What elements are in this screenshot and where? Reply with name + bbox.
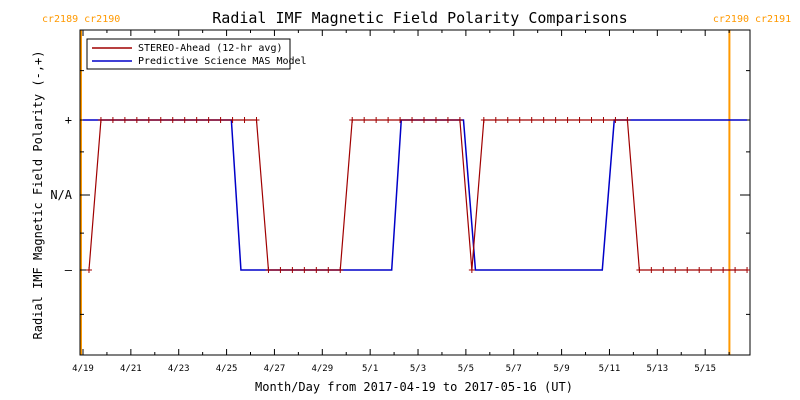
series-stereo-point xyxy=(660,267,667,273)
series-stereo-point xyxy=(373,117,380,123)
series-stereo-point xyxy=(181,117,188,123)
series-stereo-point xyxy=(732,267,739,273)
x-tick-label: 5/9 xyxy=(553,364,569,374)
x-tick-label: 5/5 xyxy=(458,364,474,374)
series-stereo-point xyxy=(85,267,92,273)
legend-label-stereo: STEREO-Ahead (12-hr avg) xyxy=(138,43,283,54)
series-stereo-point xyxy=(492,117,499,123)
x-tick-label: 4/21 xyxy=(120,364,142,374)
series-stereo-point xyxy=(253,117,260,123)
series-stereo-point xyxy=(229,117,236,123)
x-tick-label: 5/1 xyxy=(362,364,378,374)
x-axis-label: Month/Day from 2017-04-19 to 2017-05-16 … xyxy=(255,380,573,394)
series-stereo-point xyxy=(636,267,643,273)
x-axis-ticks: 4/19 4/21 4/23 4/25 4/27 4/29 5/1 5/3 5/5 5/7 5/9 5… xyxy=(72,30,730,374)
series-stereo-point xyxy=(325,267,332,273)
series-stereo-point xyxy=(468,267,475,273)
series-stereo-point xyxy=(265,267,272,273)
series-model xyxy=(83,119,748,271)
series-stereo-point xyxy=(217,117,224,123)
series-stereo-point xyxy=(421,117,428,123)
series-stereo-point xyxy=(289,267,296,273)
carrington-marker-right: cr2190 cr2191 xyxy=(713,14,791,355)
y-tick-label: N/A xyxy=(50,188,72,202)
series-stereo-point xyxy=(744,267,751,273)
series-stereo-point xyxy=(349,117,356,123)
series-stereo-point xyxy=(169,117,176,123)
series-stereo-line xyxy=(88,119,748,271)
series-stereo-point xyxy=(480,117,487,123)
x-tick-label: 4/23 xyxy=(168,364,190,374)
series-stereo-point xyxy=(337,267,344,273)
series-stereo-point xyxy=(145,117,152,123)
series-stereo-point xyxy=(385,117,392,123)
x-tick-label: 5/3 xyxy=(410,364,426,374)
series-stereo-point xyxy=(121,117,128,123)
legend-box xyxy=(86,38,291,70)
series-stereo-point xyxy=(564,117,571,123)
series-stereo-point xyxy=(648,267,655,273)
series-stereo-point xyxy=(193,117,200,123)
series-stereo-point xyxy=(540,117,547,123)
x-tick-label: 4/19 xyxy=(72,364,94,374)
y-tick-label: + xyxy=(65,113,72,127)
series-stereo-point xyxy=(301,267,308,273)
x-tick-label: 4/29 xyxy=(311,364,333,374)
series-stereo-point xyxy=(516,117,523,123)
series-stereo-point xyxy=(432,117,439,123)
series-stereo-point xyxy=(672,267,679,273)
series-stereo-point xyxy=(397,117,404,123)
chart-title: Radial IMF Magnetic Field Polarity Compa… xyxy=(212,9,627,27)
series-stereo-point xyxy=(576,117,583,123)
x-tick-label: 4/25 xyxy=(216,364,238,374)
series-stereo-point xyxy=(97,117,104,123)
series-stereo-point xyxy=(612,117,619,123)
series-stereo-point xyxy=(133,117,140,123)
x-tick-label: 5/11 xyxy=(599,364,621,374)
legend-label-model: Predictive Science MAS Model xyxy=(138,56,307,67)
series-stereo-point xyxy=(205,117,212,123)
x-tick-label: 5/15 xyxy=(694,364,716,374)
series-stereo-point xyxy=(552,117,559,123)
legend: STEREO-Ahead (12-hr avg) Predictive Scie… xyxy=(86,38,307,70)
x-tick-label: 4/27 xyxy=(264,364,286,374)
x-tick-label: 5/13 xyxy=(646,364,668,374)
series-stereo-point xyxy=(313,267,320,273)
y-tick-label: – xyxy=(65,263,73,277)
series-stereo-point xyxy=(504,117,511,123)
series-stereo-point xyxy=(361,117,368,123)
carrington-marker-left: cr2189 cr2190 xyxy=(42,14,120,355)
series-stereo-point xyxy=(241,117,248,123)
series-stereo xyxy=(85,117,751,273)
series-stereo-point xyxy=(600,117,607,123)
series-stereo-point xyxy=(409,117,416,123)
series-model-line xyxy=(83,119,748,271)
series-stereo-point xyxy=(444,117,451,123)
series-stereo-point xyxy=(708,267,715,273)
carrington-label: cr2189 cr2190 xyxy=(42,14,120,25)
y-axis-ticks: + N/A – xyxy=(50,70,750,315)
series-stereo-point xyxy=(696,267,703,273)
series-stereo-point xyxy=(157,117,164,123)
series-stereo-point xyxy=(624,117,631,123)
x-tick-label: 5/7 xyxy=(506,364,522,374)
series-stereo-point xyxy=(720,267,727,273)
plot-frame xyxy=(79,29,751,356)
series-stereo-point xyxy=(456,117,463,123)
series-stereo-point xyxy=(277,267,284,273)
series-stereo-point xyxy=(109,117,116,123)
carrington-label: cr2190 cr2191 xyxy=(713,14,791,25)
series-stereo-point xyxy=(684,267,691,273)
series-stereo-point xyxy=(528,117,535,123)
series-stereo-point xyxy=(588,117,595,123)
y-axis-label: Radial IMF Magnetic Field Polarity (-,+) xyxy=(31,51,45,340)
